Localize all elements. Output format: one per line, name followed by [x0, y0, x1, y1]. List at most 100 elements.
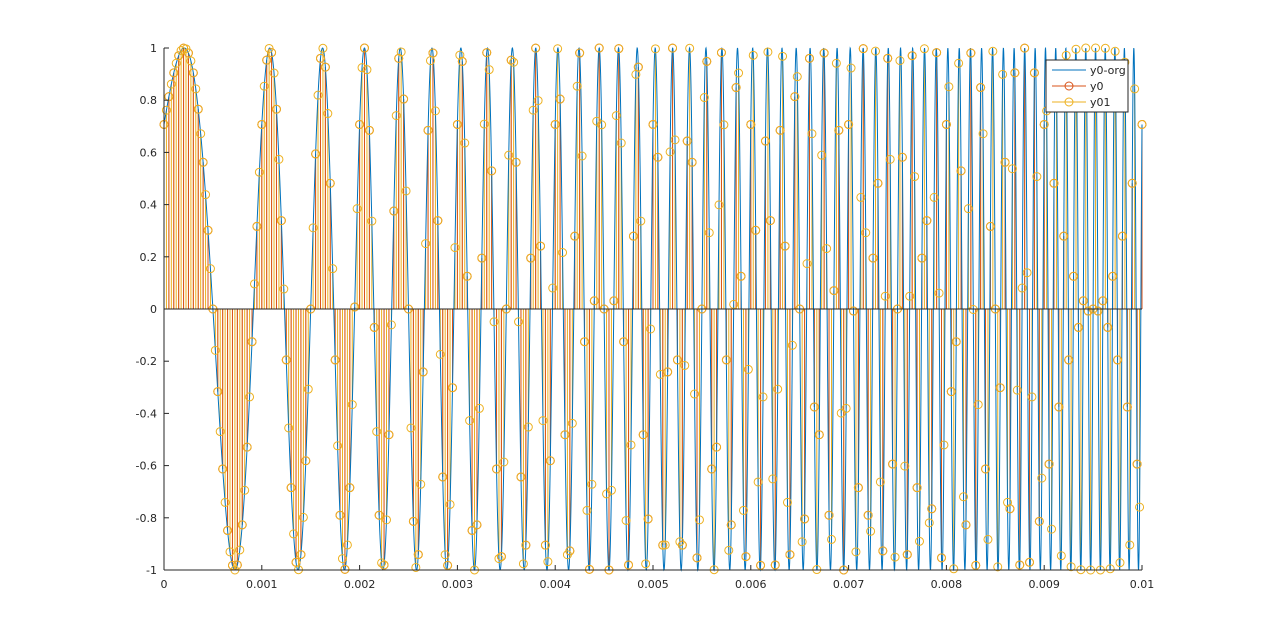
marker-y01: [831, 58, 841, 68]
marker-y01: [298, 512, 308, 522]
marker-y01: [1000, 157, 1010, 167]
marker-y01: [1005, 504, 1015, 514]
marker-y01: [448, 383, 458, 393]
marker-y01: [853, 483, 863, 493]
marker-y01: [665, 147, 675, 157]
marker-y01: [670, 135, 680, 145]
marker-y01: [580, 337, 590, 347]
marker-y01: [888, 459, 898, 469]
marker-y01: [492, 464, 502, 474]
marker-y01: [538, 416, 548, 426]
marker-y01: [736, 271, 746, 281]
marker-y01: [734, 68, 744, 78]
marker-y01: [817, 150, 827, 160]
y-tick-label: 0.8: [140, 94, 158, 107]
marker-y01: [391, 111, 401, 121]
marker-y01: [959, 492, 969, 502]
marker-y01: [1071, 44, 1081, 54]
marker-y01: [846, 63, 856, 73]
marker-y01: [289, 529, 299, 539]
marker-y01: [841, 403, 851, 413]
y-tick-label: 0.2: [140, 251, 158, 264]
marker-y01: [408, 516, 418, 526]
marker-y01: [350, 302, 360, 312]
x-tick-label: 0: [161, 578, 168, 591]
marker-y01: [543, 557, 553, 567]
marker-y01: [1127, 178, 1137, 188]
marker-y01: [313, 90, 323, 100]
marker-y01: [411, 562, 421, 572]
x-tick-label: 0.01: [1130, 578, 1155, 591]
marker-y01: [731, 83, 741, 93]
marker-y01: [418, 367, 428, 377]
marker-y01: [215, 427, 225, 437]
marker-y01: [614, 44, 624, 54]
x-tick-label: 0.008: [931, 578, 963, 591]
marker-y01: [257, 119, 267, 129]
marker-y01: [445, 499, 455, 509]
marker-y01: [690, 389, 700, 399]
marker-y01: [477, 253, 487, 263]
marker-y01: [1093, 306, 1103, 316]
marker-y01: [1061, 50, 1071, 60]
marker-y01: [489, 317, 499, 327]
marker-y01: [1103, 322, 1113, 332]
marker-y01: [650, 44, 660, 54]
marker-y01: [763, 47, 773, 57]
marker-y01: [186, 56, 196, 66]
marker-y01: [474, 403, 484, 413]
marker-y01: [496, 552, 506, 562]
marker-y01: [584, 564, 594, 574]
marker-y01: [729, 299, 739, 309]
marker-y01: [377, 558, 387, 568]
marker-y01: [1122, 402, 1132, 412]
marker-y01: [1025, 557, 1035, 567]
marker-y01: [274, 154, 284, 164]
marker-y01: [1100, 43, 1110, 53]
marker-y01: [227, 560, 237, 570]
marker-y01: [924, 518, 934, 528]
x-tick-label: 0.004: [539, 578, 571, 591]
marker-y01: [646, 324, 656, 334]
marker-y01: [259, 81, 269, 91]
marker-y01: [875, 477, 885, 487]
marker-y01: [161, 105, 171, 115]
marker-y01: [386, 320, 396, 330]
marker-y01: [465, 416, 475, 426]
marker-y01: [619, 337, 629, 347]
marker-y01: [597, 120, 607, 130]
marker-y01: [919, 44, 929, 54]
marker-y01: [968, 305, 978, 315]
marker-y01: [1135, 502, 1145, 512]
legend-label-y0: y0: [1090, 80, 1104, 93]
marker-y01: [518, 559, 528, 569]
marker-y01: [677, 540, 687, 550]
marker-y01: [225, 547, 235, 557]
marker-y01: [435, 349, 445, 359]
marker-y01: [279, 284, 289, 294]
marker-y01: [949, 564, 959, 574]
marker-y01: [499, 457, 509, 467]
marker-y01: [760, 136, 770, 146]
marker-y01: [758, 392, 768, 402]
marker-y01: [328, 264, 338, 274]
marker-y01: [973, 400, 983, 410]
marker-y01: [707, 464, 717, 474]
marker-y01: [245, 392, 255, 402]
marker-y01: [636, 216, 646, 226]
marker-y01: [462, 271, 472, 281]
legend-marker-y01: [1064, 97, 1074, 107]
x-tick-label: 0.009: [1028, 578, 1060, 591]
marker-y01: [577, 151, 587, 161]
marker-y01: [1137, 119, 1147, 129]
marker-y01: [1012, 385, 1022, 395]
marker-y01: [587, 479, 597, 489]
marker-y01: [704, 228, 714, 238]
marker-y01: [848, 306, 858, 316]
marker-y01: [934, 288, 944, 298]
marker-y01: [912, 483, 922, 493]
series-line-y0-org: [163, 46, 1143, 572]
marker-y01: [296, 550, 306, 560]
marker-y01: [768, 474, 778, 484]
marker-y01: [941, 119, 951, 129]
